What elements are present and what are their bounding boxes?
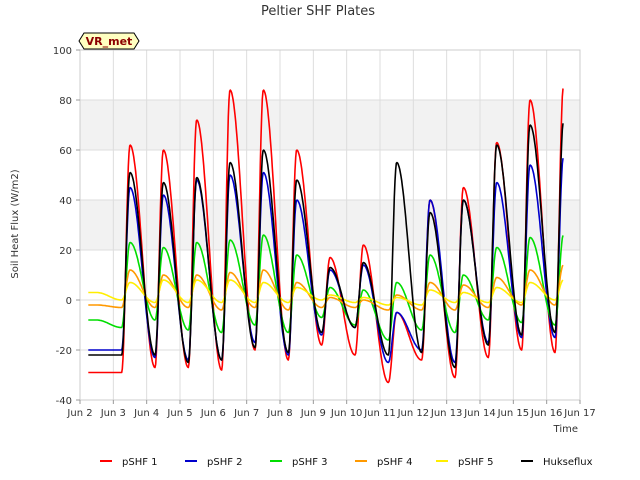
site-badge-label: VR_met (86, 35, 133, 48)
x-tick-label: Jun 6 (200, 408, 226, 419)
background-band-1 (80, 100, 580, 150)
x-tick-label: Jun 9 (300, 408, 326, 419)
y-tick-label: 80 (59, 96, 72, 107)
site-badge-shape (78, 32, 140, 50)
legend-label: pSHF 1 (122, 457, 158, 468)
x-tick-label: Jun 2 (66, 408, 92, 419)
legend-item: pSHF 1 (100, 457, 158, 468)
legend-label: Hukseflux (543, 457, 593, 468)
background-band-0 (80, 200, 580, 250)
x-tick-label: Jun 5 (166, 408, 192, 419)
legend-item: pSHF 2 (185, 457, 243, 468)
x-tick-label: Jun 3 (100, 408, 126, 419)
legend-item: Hukseflux (521, 457, 593, 468)
background-bands (80, 100, 580, 250)
x-tick-label: Jun 4 (133, 408, 159, 419)
legend-label: pSHF 2 (207, 457, 243, 468)
y-tick-label: -40 (56, 396, 72, 407)
y-tick-label: 20 (59, 246, 72, 257)
legend-item: pSHF 5 (436, 457, 494, 468)
y-tick-labels: -40 -20 0 20 40 60 80 100 (53, 46, 80, 407)
y-tick-label: 100 (53, 46, 72, 57)
series-lines (88, 88, 564, 384)
x-tick-labels: Jun 2 Jun 3 Jun 4 Jun 5 Jun 6 Jun 7 Jun 8 Jun 9… (66, 400, 596, 419)
site-badge: VR_met (78, 32, 140, 50)
x-tick-label: Jun 15 (497, 408, 530, 419)
series-line-5 (88, 123, 564, 369)
legend-item: pSHF 3 (270, 457, 328, 468)
y-tick-label: 0 (66, 296, 72, 307)
x-tick-label: Jun 12 (397, 408, 430, 419)
y-tick-label: -20 (56, 346, 72, 357)
chart-title: Peltier SHF Plates (261, 4, 375, 19)
x-tick-label: Jun 16 (530, 408, 563, 419)
y-tick-label: 40 (59, 196, 72, 207)
legend-item: pSHF 4 (355, 457, 413, 468)
y-axis-label: Soil Heat Flux (W/m2) (10, 169, 21, 278)
legend-label: pSHF 5 (458, 457, 494, 468)
chart-legend: pSHF 1 pSHF 2 pSHF 3 pSHF 4 pSHF 5 Hukseflux (100, 457, 593, 468)
x-tick-label: Jun 14 (463, 408, 496, 419)
x-tick-label: Jun 8 (266, 408, 292, 419)
x-tick-label: Jun 13 (430, 408, 463, 419)
y-tick-label: 60 (59, 146, 72, 157)
x-tick-label: Jun 11 (363, 408, 396, 419)
x-tick-label: Jun 17 (563, 408, 596, 419)
x-tick-label: Jun 7 (233, 408, 259, 419)
x-axis-label: Time (553, 424, 578, 435)
legend-label: pSHF 3 (292, 457, 328, 468)
plot-frame (79, 49, 581, 401)
legend-label: pSHF 4 (377, 457, 413, 468)
x-tick-label: Jun 10 (330, 408, 363, 419)
